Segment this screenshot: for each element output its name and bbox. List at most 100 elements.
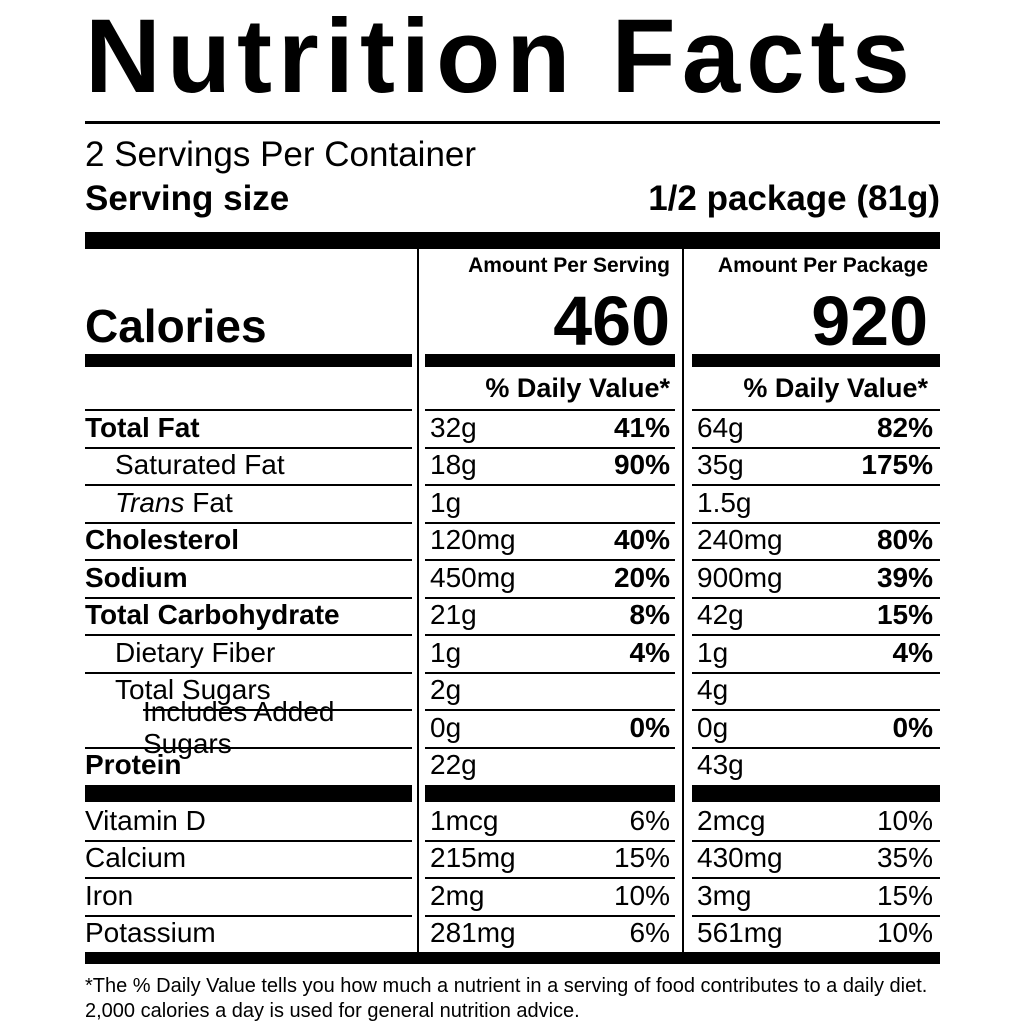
serving-dv: 90%	[613, 449, 670, 481]
calories-serving-value: 460	[553, 281, 670, 360]
added-sugars-label-cell: Includes Added Sugars	[85, 696, 417, 759]
serving-amount: 32g	[430, 411, 477, 443]
nutrient-name: Includes Added Sugars	[143, 695, 335, 759]
total-sugars-package-cell: 4g	[684, 671, 940, 710]
iron-label-cell: Iron	[85, 877, 417, 915]
total-sugars-serving-cell: 2g	[417, 671, 684, 709]
package-amount: 3mg	[697, 879, 752, 911]
nutrient-name: Dietary Fiber	[115, 636, 276, 668]
nutrient-name: Saturated Fat	[115, 449, 285, 481]
protein-separator-left	[85, 784, 417, 802]
separator-bar	[85, 353, 412, 367]
footnote-line-1: *The % Daily Value tells you how much a …	[85, 975, 928, 997]
package-dv: 82%	[876, 411, 933, 443]
nutrient-name: Protein	[85, 749, 182, 781]
serving-amount: 22g	[430, 749, 477, 781]
potassium-package-cell: 561mg 10%	[684, 914, 940, 953]
saturated-fat-package-cell: 35g 175%	[684, 446, 940, 485]
separator-bar	[425, 784, 675, 802]
serving-size-value: 1/2 package (81g)	[648, 179, 940, 218]
package-amount: 42g	[697, 599, 744, 631]
nutrient-name: Sodium	[85, 561, 188, 593]
sodium-label-cell: Sodium	[85, 559, 417, 597]
daily-value-header-serving: % Daily Value*	[417, 367, 684, 409]
calories-package-cell: Amount Per Package 920	[684, 249, 940, 360]
potassium-label-cell: Potassium	[85, 914, 417, 953]
amount-per-package-header: Amount Per Package	[717, 254, 928, 277]
package-amount: 0g	[697, 711, 729, 743]
package-amount: 240mg	[697, 524, 783, 556]
vitamin-name: Potassium	[85, 917, 216, 949]
dietary-fiber-serving-cell: 1g 4%	[417, 634, 684, 672]
trans-fat-serving-cell: 1g	[417, 484, 684, 522]
nutrient-name: Total Carbohydrate	[85, 599, 340, 631]
total-fat-package-cell: 64g 82%	[684, 409, 940, 447]
vitamin-d-package-cell: 2mcg 10%	[684, 802, 940, 840]
vitamin-name: Iron	[85, 879, 134, 911]
iron-serving-cell: 2mg 10%	[417, 877, 684, 915]
serving-amount: 2mg	[430, 879, 485, 911]
cholesterol-package-cell: 240mg 80%	[684, 521, 940, 560]
package-dv: 175%	[861, 449, 933, 481]
amount-per-serving-header: Amount Per Serving	[468, 254, 670, 277]
nutrient-name: Total Sugars	[115, 674, 271, 706]
package-dv: 35%	[876, 842, 933, 874]
package-amount: 430mg	[697, 842, 783, 874]
nutrient-name: Trans Fat	[85, 487, 233, 519]
vitamin-name: Calcium	[85, 842, 187, 874]
package-amount: 4g	[697, 674, 729, 706]
serving-dv: 8%	[629, 599, 670, 631]
added-sugars-serving-cell: 0g 0%	[417, 709, 684, 747]
package-dv: 39%	[876, 561, 933, 593]
serving-amount: 1g	[430, 636, 462, 668]
serving-size-label: Serving size	[85, 179, 290, 218]
package-amount: 64g	[697, 411, 744, 443]
header-separator-bar	[85, 232, 940, 249]
total-fat-serving-cell: 32g 41%	[417, 409, 684, 447]
separator-bar	[85, 784, 412, 802]
calories-label: Calories	[85, 300, 267, 352]
vitamin-d-serving-cell: 1mcg 6%	[417, 802, 684, 840]
package-amount: 43g	[697, 749, 744, 781]
calories-package-value: 920	[811, 281, 928, 360]
calories-separator-left	[85, 353, 417, 367]
nutrition-facts-label: Nutrition Facts 2 Servings Per Container…	[85, 4, 940, 1024]
facts-table: Calories Amount Per Serving 460 Amount P…	[85, 249, 940, 952]
calories-label-cell: Calories	[85, 249, 417, 353]
total-carbohydrate-package-cell: 42g 15%	[684, 596, 940, 635]
saturated-fat-serving-cell: 18g 90%	[417, 446, 684, 484]
protein-separator-serving	[417, 784, 684, 802]
vitamin-d-label-cell: Vitamin D	[85, 802, 417, 840]
separator-bar	[425, 353, 675, 367]
serving-dv: 41%	[613, 411, 670, 443]
total-sugars-label-cell: Total Sugars	[85, 671, 417, 710]
daily-value-footnote: *The % Daily Value tells you how much a …	[85, 974, 985, 1024]
serving-dv: 20%	[613, 561, 670, 593]
package-amount: 900mg	[697, 561, 783, 593]
dietary-fiber-label-cell: Dietary Fiber	[85, 634, 417, 672]
protein-serving-cell: 22g	[417, 746, 684, 784]
calories-separator-package	[684, 353, 940, 367]
serving-dv: 40%	[613, 524, 670, 556]
trans-italic: Trans	[115, 486, 185, 518]
package-amount: 561mg	[697, 917, 783, 949]
protein-label-cell: Protein	[85, 746, 417, 785]
total-carbohydrate-label-cell: Total Carbohydrate	[85, 596, 417, 635]
title-divider	[85, 121, 940, 124]
nutrient-name: Cholesterol	[85, 524, 240, 556]
calcium-label-cell: Calcium	[85, 839, 417, 878]
package-amount: 1.5g	[697, 486, 752, 518]
daily-value-header-spacer	[85, 367, 417, 409]
dietary-fiber-package-cell: 1g 4%	[684, 634, 940, 672]
trans-rest: Fat	[192, 486, 233, 518]
iron-package-cell: 3mg 15%	[684, 877, 940, 915]
label-title: Nutrition Facts	[85, 0, 916, 115]
footnote-line-2: 2,000 calories a day is used for general…	[85, 1000, 580, 1022]
calcium-serving-cell: 215mg 15%	[417, 839, 684, 877]
cholesterol-label-cell: Cholesterol	[85, 521, 417, 560]
sodium-package-cell: 900mg 39%	[684, 559, 940, 597]
sodium-serving-cell: 450mg 20%	[417, 559, 684, 597]
separator-bar	[692, 353, 940, 367]
package-dv: 80%	[876, 524, 933, 556]
nutrient-name: Total Fat	[85, 411, 200, 443]
